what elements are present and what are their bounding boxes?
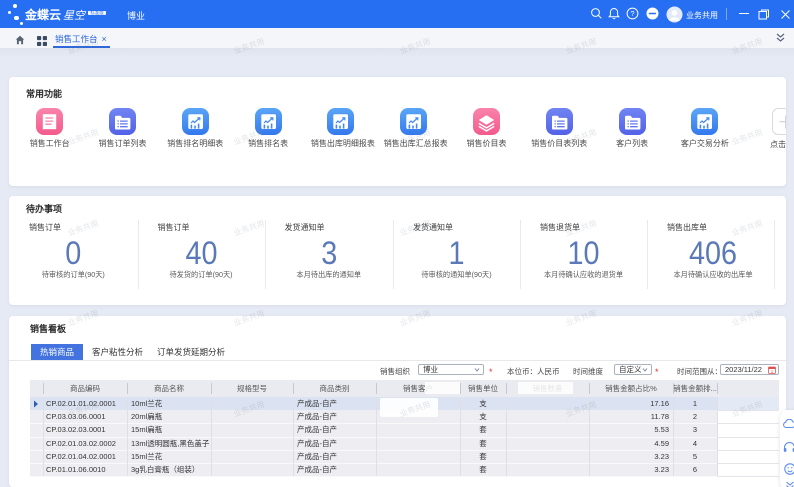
svg-text:?: ? [630,9,634,18]
svg-text:1: 1 [771,369,774,374]
